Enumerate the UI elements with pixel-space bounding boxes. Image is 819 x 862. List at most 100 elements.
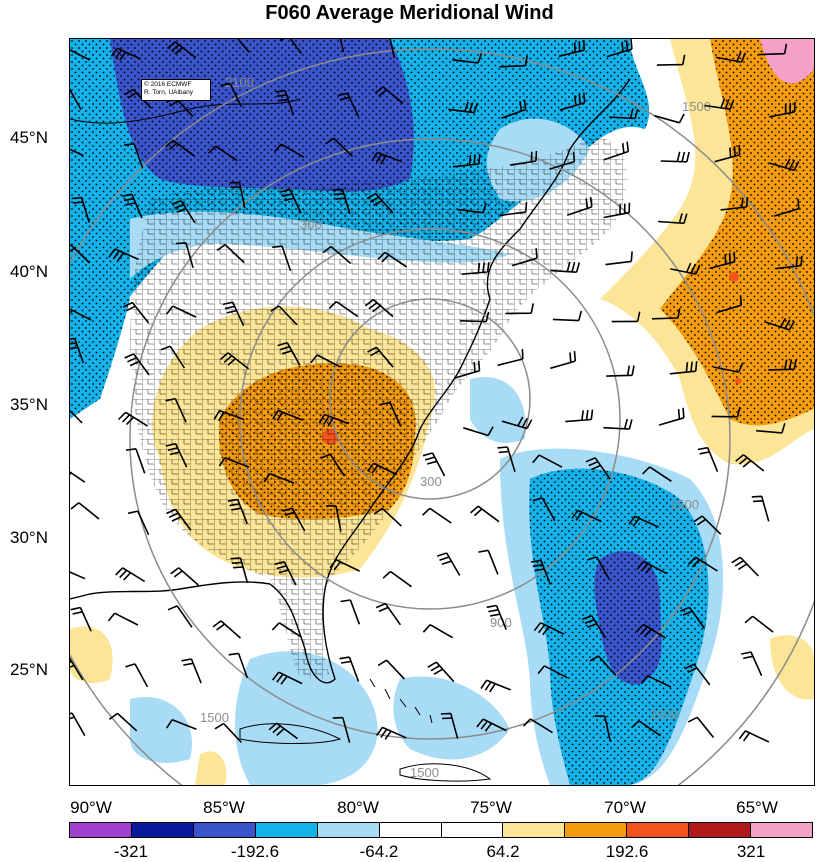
wind-barb bbox=[532, 497, 556, 522]
wind-barb bbox=[70, 88, 82, 110]
wind-barb bbox=[382, 570, 412, 588]
wind-barb bbox=[274, 143, 305, 158]
wind-barb bbox=[559, 92, 586, 111]
wind-barb bbox=[320, 453, 346, 477]
wind-barb bbox=[339, 656, 360, 682]
lat-label: 35°N bbox=[10, 395, 48, 414]
wind-barb bbox=[635, 623, 666, 639]
wind-barb bbox=[532, 454, 563, 468]
wind-barb bbox=[263, 472, 295, 484]
wind-barb bbox=[522, 718, 553, 734]
wind-barb bbox=[70, 606, 92, 632]
wind-barb bbox=[533, 621, 565, 636]
contour-label: 1500 bbox=[200, 710, 229, 725]
wind-barb bbox=[684, 663, 711, 686]
wind-barb bbox=[271, 622, 302, 638]
wind-barb bbox=[654, 113, 685, 124]
wind-barb bbox=[282, 507, 306, 532]
wind-barb bbox=[499, 55, 528, 68]
wind-barb bbox=[70, 471, 86, 483]
wind-barb bbox=[478, 549, 499, 575]
wind-barb bbox=[773, 198, 800, 217]
wind-barb bbox=[603, 141, 630, 161]
lat-label: 25°N bbox=[10, 660, 48, 679]
lon-label: 85°W bbox=[203, 798, 245, 817]
wind-barb bbox=[166, 508, 192, 531]
wind-barb bbox=[611, 311, 641, 323]
wind-barb bbox=[326, 505, 342, 532]
wind-barb bbox=[741, 651, 763, 677]
wind-barb bbox=[582, 615, 607, 639]
wind-barb bbox=[558, 40, 585, 58]
wind-barb bbox=[501, 99, 527, 120]
wind-barb bbox=[228, 652, 249, 679]
wind-barb bbox=[212, 620, 242, 639]
wind-barb bbox=[389, 39, 396, 59]
wind-barb bbox=[127, 510, 150, 536]
wind-barb bbox=[440, 712, 459, 739]
wind-barb bbox=[165, 442, 188, 468]
wind-barb bbox=[367, 346, 394, 368]
wind-barb bbox=[366, 462, 398, 476]
wind-barb bbox=[427, 661, 455, 683]
wind-barb bbox=[207, 145, 238, 162]
wind-barb bbox=[711, 406, 741, 418]
wind-barb bbox=[594, 715, 612, 742]
colorbar-swatch bbox=[627, 823, 690, 837]
wind-barb bbox=[758, 43, 788, 56]
wind-barb bbox=[110, 47, 142, 61]
colorbar-swatch bbox=[441, 823, 504, 837]
wind-barb bbox=[166, 41, 197, 59]
wind-barb bbox=[768, 158, 800, 172]
wind-barb bbox=[606, 365, 635, 377]
wind-barb bbox=[687, 556, 718, 572]
height-contours bbox=[70, 48, 814, 785]
wind-barb bbox=[552, 310, 583, 322]
colorbar-label: 321 bbox=[736, 842, 766, 861]
wind-barb bbox=[277, 341, 301, 366]
wind-barb bbox=[332, 188, 351, 215]
lat-label: 40°N bbox=[10, 262, 48, 281]
contour-label: 300 bbox=[300, 217, 322, 232]
wind-barb bbox=[219, 352, 250, 370]
wind-barb bbox=[731, 556, 759, 577]
wind-barb bbox=[175, 242, 194, 269]
wind-barb bbox=[377, 251, 408, 268]
credit-line-1: © 2016 ECMWF bbox=[144, 81, 192, 88]
wind-barb bbox=[171, 200, 196, 224]
wind-barb bbox=[181, 658, 202, 684]
wind-barb bbox=[714, 144, 741, 163]
wind-barb bbox=[108, 248, 139, 262]
wind-barb bbox=[476, 718, 507, 732]
wind-barb bbox=[272, 409, 303, 422]
wind-barb bbox=[236, 39, 250, 53]
wind-barb bbox=[768, 359, 797, 371]
contour-label: 1500 bbox=[410, 765, 439, 780]
contour-label: 2100 bbox=[225, 75, 254, 90]
wind-barb bbox=[214, 722, 242, 743]
wind-barb bbox=[422, 507, 452, 524]
wind-barb bbox=[375, 726, 407, 740]
credit-line-2: R. Torn, UAlbany bbox=[144, 89, 194, 96]
wind-barb bbox=[565, 409, 594, 423]
wind-barb bbox=[609, 108, 639, 120]
wind-barb bbox=[549, 151, 576, 170]
lat-label: 30°N bbox=[10, 528, 48, 547]
lon-label: 80°W bbox=[337, 798, 379, 817]
wind-barb bbox=[374, 86, 404, 105]
wind-barb bbox=[715, 51, 747, 63]
wind-barb bbox=[735, 454, 765, 472]
colorbar-swatch bbox=[255, 823, 318, 837]
wind-barb bbox=[606, 39, 633, 58]
wind-barb bbox=[125, 663, 149, 688]
wind-barb bbox=[165, 397, 187, 423]
wind-barb bbox=[764, 317, 795, 331]
wind-barb bbox=[463, 426, 494, 437]
wind-barb bbox=[166, 718, 197, 731]
wind-barb bbox=[470, 505, 500, 523]
colorbar-swatch bbox=[317, 823, 380, 837]
wind-barb bbox=[218, 457, 250, 468]
wind-barb bbox=[222, 301, 245, 327]
wind-barb bbox=[216, 244, 245, 264]
wind-barb bbox=[605, 251, 633, 266]
